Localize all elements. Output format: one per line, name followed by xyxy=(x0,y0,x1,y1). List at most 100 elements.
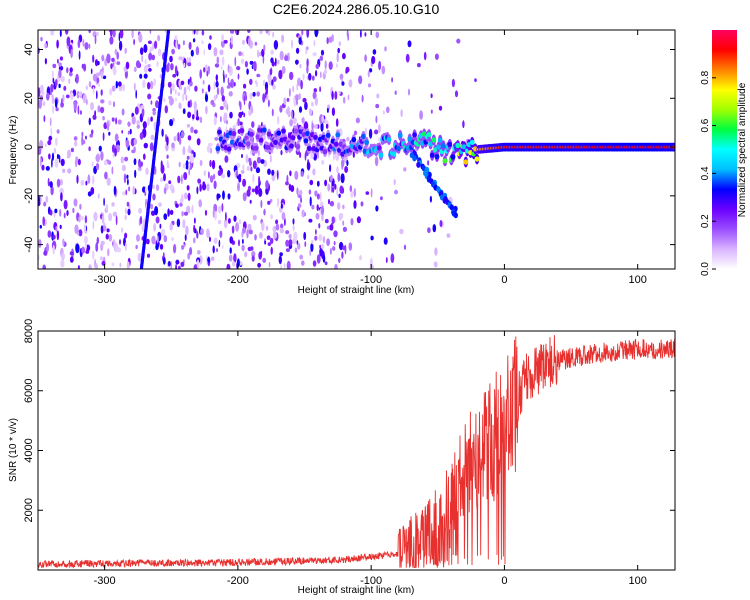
heatmap-cell xyxy=(260,159,265,164)
heatmap-cell xyxy=(222,190,225,200)
heatmap-cell xyxy=(246,68,249,75)
heatmap-cell xyxy=(152,110,156,116)
heatmap-cell xyxy=(264,240,267,245)
heatmap-cell xyxy=(138,207,143,214)
heatmap-cell xyxy=(79,110,82,115)
heatmap-cell xyxy=(178,161,181,168)
heatmap-cell xyxy=(185,94,188,101)
heatmap-cell xyxy=(271,108,274,117)
heatmap-cell xyxy=(326,107,329,113)
heatmap-cell xyxy=(224,99,228,109)
heatmap-cell xyxy=(235,222,240,232)
colorbar-tick-label: 0.8 xyxy=(700,70,711,84)
heatmap-cell xyxy=(175,134,178,139)
heatmap-cell xyxy=(253,61,257,70)
heatmap-cell xyxy=(254,234,257,241)
heatmap-cell xyxy=(300,79,303,90)
heatmap-cell xyxy=(116,61,121,65)
heatmap-cell xyxy=(112,30,116,38)
heatmap-cell xyxy=(365,191,370,195)
heatmap-cell xyxy=(60,75,65,83)
heatmap-ridge xyxy=(249,131,254,137)
heatmap-cell xyxy=(190,126,194,133)
heatmap-cell xyxy=(314,190,318,197)
heatmap-cell xyxy=(108,233,113,242)
heatmap-cell xyxy=(199,183,202,192)
heatmap-cell xyxy=(171,237,174,242)
heatmap-cell xyxy=(113,239,116,249)
heatmap-cell xyxy=(248,157,252,163)
heatmap-cell xyxy=(150,116,153,122)
heatmap-cell xyxy=(163,235,167,243)
heatmap-cell xyxy=(122,191,127,196)
heatmap-cell xyxy=(111,117,115,122)
heatmap-cell xyxy=(133,138,137,146)
heatmap-cell xyxy=(328,36,333,43)
heatmap-cell xyxy=(299,64,302,69)
heatmap-branch xyxy=(416,161,421,168)
heatmap-cell xyxy=(255,167,261,174)
heatmap-cell xyxy=(97,193,100,199)
heatmap-cell xyxy=(227,170,231,178)
heatmap-cell xyxy=(163,213,168,221)
heatmap-cell xyxy=(248,229,253,235)
heatmap-cell xyxy=(215,80,219,88)
heatmap-ridge xyxy=(276,130,282,136)
heatmap-cell xyxy=(201,40,204,44)
heatmap-cell xyxy=(106,177,111,186)
heatmap-cell xyxy=(180,193,184,204)
heatmap-cell xyxy=(211,256,215,261)
heatmap-ridge xyxy=(450,154,456,160)
heatmap-cell xyxy=(193,237,196,244)
heatmap-cell xyxy=(115,215,118,226)
heatmap-cell xyxy=(328,199,330,205)
heatmap-cell xyxy=(63,85,67,91)
heatmap-cell xyxy=(342,96,346,104)
heatmap-cell xyxy=(223,39,228,44)
heatmap-cell xyxy=(227,193,231,200)
heatmap-cell xyxy=(202,80,205,85)
heatmap-cell xyxy=(145,167,149,175)
heatmap-cell xyxy=(258,251,262,260)
heatmap-cell xyxy=(133,38,135,46)
heatmap-cell xyxy=(292,117,297,125)
heatmap-cell xyxy=(44,42,47,49)
heatmap-cell xyxy=(249,92,253,100)
heatmap-cell xyxy=(309,249,312,257)
heatmap-cell xyxy=(295,47,300,54)
heatmap-cell xyxy=(319,71,322,79)
heatmap-cell xyxy=(432,224,437,233)
heatmap-cell xyxy=(329,200,335,207)
heatmap-cell xyxy=(386,106,390,114)
heatmap-cell xyxy=(199,255,203,265)
heatmap-ridge xyxy=(386,137,392,143)
heatmap-cell xyxy=(219,49,224,56)
heatmap-ridge xyxy=(434,154,440,160)
heatmap-cell xyxy=(132,185,135,195)
heatmap-cell xyxy=(213,180,217,190)
heatmap-cell xyxy=(334,91,338,100)
heatmap-cell xyxy=(66,149,72,158)
heatmap-cell xyxy=(309,108,312,116)
heatmap-cell xyxy=(333,230,338,238)
heatmap-cell xyxy=(367,70,370,78)
heatmap-cell xyxy=(306,161,311,171)
heatmap-cell xyxy=(186,185,190,191)
heatmap-cell xyxy=(331,34,334,42)
heatmap-cell xyxy=(142,186,146,193)
heatmap-cell xyxy=(270,246,273,255)
heatmap-cell xyxy=(167,260,171,267)
heatmap-cell xyxy=(221,203,224,212)
heatmap-cell xyxy=(187,135,192,141)
heatmap-cell xyxy=(294,94,300,101)
heatmap-cell xyxy=(246,229,249,239)
heatmap-cell xyxy=(199,116,203,124)
heatmap-ridge xyxy=(273,139,278,145)
heatmap-cell xyxy=(68,71,73,77)
heatmap-cell xyxy=(172,73,177,78)
heatmap-cell xyxy=(152,42,155,50)
heatmap-cell xyxy=(220,65,223,71)
spectrogram-y-label: Frequency (Hz) xyxy=(8,116,19,185)
heatmap-cell xyxy=(193,129,198,134)
heatmap-cell xyxy=(314,235,318,241)
